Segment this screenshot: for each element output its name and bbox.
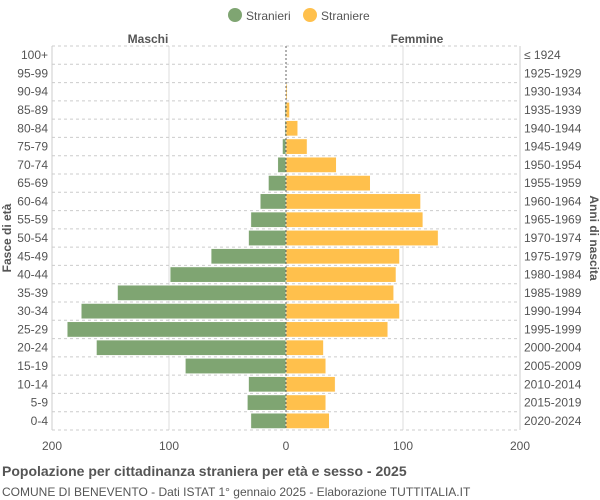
bar-male-70-74 — [277, 156, 287, 173]
bar-female-30-34 — [285, 303, 400, 320]
age-group-label: 60-64 — [17, 194, 48, 208]
bar-male-50-54 — [248, 230, 287, 246]
bar-female-20-24 — [285, 339, 324, 356]
bar-male-65-69 — [268, 175, 287, 192]
bar-male-5-9 — [247, 394, 287, 411]
x-tick-label: 200 — [510, 439, 530, 453]
bar-male-25-29 — [66, 321, 287, 338]
legend-label-stranieri: Stranieri — [246, 9, 291, 23]
birth-year-label: 2015-2019 — [524, 396, 582, 410]
x-tick-label: 100 — [393, 439, 413, 453]
age-group-label: 90-94 — [17, 85, 48, 99]
birth-year-label: 2020-2024 — [524, 414, 582, 428]
age-group-label: 35-39 — [17, 286, 48, 300]
birth-year-label: 1945-1949 — [524, 140, 582, 154]
age-group-label: 75-79 — [17, 140, 48, 154]
y-axis-label-right: Anni di nascita — [587, 195, 600, 281]
bar-male-15-19 — [185, 358, 287, 374]
bar-female-75-79 — [285, 138, 308, 155]
age-group-label: 15-19 — [17, 359, 48, 373]
birth-year-label: 1975-1979 — [524, 249, 582, 263]
birth-year-label: 1990-1994 — [524, 304, 582, 318]
legend-label-straniere: Straniere — [321, 9, 370, 23]
bar-female-45-49 — [285, 248, 400, 265]
bar-male-55-59 — [250, 211, 287, 228]
birth-year-label: 2010-2014 — [524, 377, 582, 391]
age-group-label: 0-4 — [31, 414, 49, 428]
chart-subtitle: COMUNE DI BENEVENTO - Dati ISTAT 1° genn… — [2, 485, 471, 499]
age-group-label: 95-99 — [17, 66, 48, 80]
bar-female-80-84 — [285, 120, 298, 137]
birth-year-label: 1960-1964 — [524, 194, 582, 208]
age-group-label: 25-29 — [17, 322, 48, 336]
right-header: Femmine — [391, 32, 444, 46]
population-pyramid: Stranieri Straniere Maschi Femmine Fasce… — [0, 8, 600, 453]
legend-marker-straniere — [303, 8, 317, 22]
bar-female-65-69 — [285, 175, 371, 192]
bar-male-0-4 — [250, 412, 287, 429]
birth-year-label: 1980-1984 — [524, 268, 582, 282]
age-group-label: 40-44 — [17, 268, 48, 282]
age-group-label: 65-69 — [17, 176, 48, 190]
birth-year-label: 1985-1989 — [524, 286, 582, 300]
birth-year-label: 1970-1974 — [524, 231, 582, 245]
bar-male-10-14 — [248, 376, 287, 393]
bar-female-0-4 — [285, 412, 330, 429]
bar-female-55-59 — [285, 211, 424, 228]
legend-marker-stranieri — [228, 8, 242, 22]
age-group-label: 45-49 — [17, 249, 48, 263]
bar-female-85-89 — [285, 102, 290, 118]
age-group-label: 80-84 — [17, 121, 48, 135]
age-group-label: 10-14 — [17, 377, 48, 391]
birth-year-label: 1955-1959 — [524, 176, 582, 190]
age-group-label: 50-54 — [17, 231, 48, 245]
bar-male-40-44 — [169, 266, 287, 283]
bar-female-40-44 — [285, 266, 397, 283]
birth-year-label: 2005-2009 — [524, 359, 582, 373]
age-group-label: 100+ — [21, 48, 48, 62]
y-axis-label-left: Fasce di età — [0, 203, 14, 272]
bar-female-10-14 — [285, 376, 336, 393]
left-header: Maschi — [128, 32, 169, 46]
birth-year-label: 1965-1969 — [524, 213, 582, 227]
bar-female-25-29 — [285, 321, 389, 338]
bar-female-15-19 — [285, 358, 327, 374]
x-tick-label: 0 — [283, 439, 290, 453]
bar-male-75-79 — [282, 138, 287, 155]
age-group-label: 30-34 — [17, 304, 48, 318]
bar-male-45-49 — [210, 248, 287, 265]
legend: Stranieri Straniere — [228, 8, 370, 23]
bar-female-70-74 — [285, 156, 337, 173]
age-group-label: 70-74 — [17, 158, 48, 172]
bar-male-30-34 — [81, 303, 287, 320]
x-tick-label: 100 — [159, 439, 179, 453]
birth-year-label: ≤ 1924 — [524, 48, 561, 62]
birth-year-label: 2000-2004 — [524, 341, 582, 355]
bar-male-20-24 — [96, 339, 287, 356]
age-group-label: 20-24 — [17, 341, 48, 355]
bar-female-5-9 — [285, 394, 327, 411]
birth-year-label: 1995-1999 — [524, 322, 582, 336]
x-tick-label: 200 — [42, 439, 62, 453]
bar-female-50-54 — [285, 230, 439, 246]
age-group-label: 85-89 — [17, 103, 48, 117]
bar-male-35-39 — [117, 284, 287, 301]
bar-male-60-64 — [260, 193, 287, 210]
birth-year-label: 1950-1954 — [524, 158, 582, 172]
bar-female-35-39 — [285, 284, 394, 301]
birth-year-label: 1935-1939 — [524, 103, 582, 117]
birth-year-label: 1930-1934 — [524, 85, 582, 99]
birth-year-label: 1925-1929 — [524, 66, 582, 80]
age-group-label: 55-59 — [17, 213, 48, 227]
birth-year-label: 1940-1944 — [524, 121, 582, 135]
age-group-label: 5-9 — [31, 396, 49, 410]
bar-female-60-64 — [285, 193, 421, 210]
chart-title: Popolazione per cittadinanza straniera p… — [2, 463, 407, 479]
